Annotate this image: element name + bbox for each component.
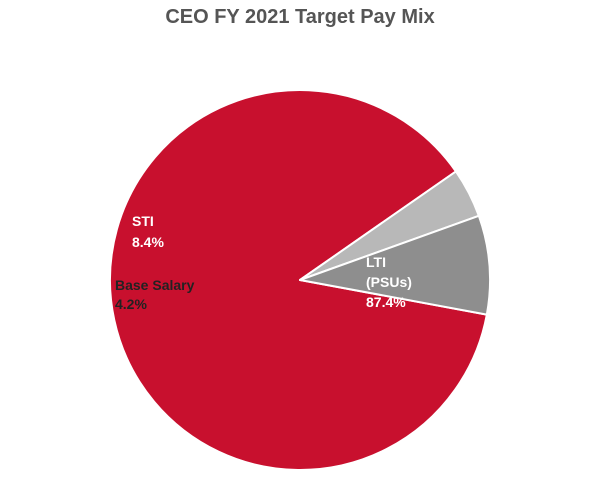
slice-label-line: STI xyxy=(132,213,154,229)
slice-label-line: (PSUs) xyxy=(366,274,412,290)
pie-slice-lti-psus xyxy=(109,89,488,471)
slice-label-base-salary: Base Salary 4.2% xyxy=(115,277,195,312)
slice-label-line: LTI xyxy=(366,254,386,270)
slice-label-sti: STI 8.4% xyxy=(132,213,164,250)
slice-label-line: 87.4% xyxy=(366,294,406,310)
slice-label-line: 8.4% xyxy=(132,234,164,250)
pie-slice-sti xyxy=(299,214,491,316)
chart-title: CEO FY 2021 Target Pay Mix xyxy=(165,6,435,28)
slice-label-lti-psus: LTI (PSUs) 87.4% xyxy=(366,254,412,310)
slice-label-line: Base Salary xyxy=(115,277,195,293)
slice-label-line: 4.2% xyxy=(115,296,147,312)
